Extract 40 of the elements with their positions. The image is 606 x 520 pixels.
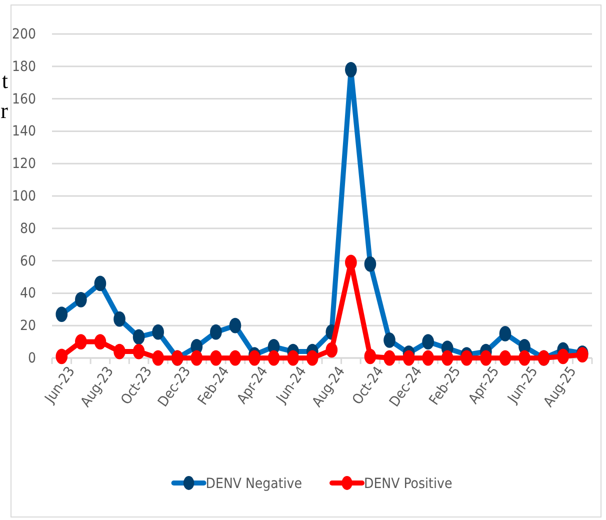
y-tick-label: 100 xyxy=(12,188,36,204)
y-tick-label: 140 xyxy=(12,124,36,140)
y-tick-label: 20 xyxy=(20,318,36,334)
y-tick-label: 200 xyxy=(12,26,36,42)
point xyxy=(345,254,357,270)
y-tick-label: 60 xyxy=(20,253,36,270)
y-tick-label: 0 xyxy=(28,350,36,366)
point xyxy=(422,350,434,366)
point xyxy=(518,350,530,366)
point xyxy=(114,344,126,360)
point xyxy=(402,350,415,366)
point xyxy=(326,342,338,358)
point xyxy=(480,350,492,366)
point xyxy=(557,348,569,364)
point xyxy=(190,350,203,366)
y-tick-label: 40 xyxy=(20,286,36,302)
point xyxy=(306,350,318,366)
point xyxy=(210,350,222,366)
point xyxy=(499,350,512,366)
legend-label: DENV Negative xyxy=(206,476,302,492)
point xyxy=(364,348,376,364)
point xyxy=(441,350,454,366)
point xyxy=(287,350,299,366)
point xyxy=(132,344,145,360)
point xyxy=(229,350,242,366)
text: r xyxy=(0,98,9,123)
point xyxy=(268,350,280,366)
point xyxy=(56,348,68,364)
point xyxy=(248,350,260,366)
legend-label: DENV Positive xyxy=(364,476,452,492)
y-tick-label: 160 xyxy=(12,91,36,108)
point xyxy=(94,334,106,350)
point xyxy=(75,334,87,350)
y-tick-label: 120 xyxy=(12,156,36,172)
point xyxy=(384,350,396,366)
y-tick-label: 80 xyxy=(20,220,36,237)
y-tick-label: 180 xyxy=(12,58,36,75)
point xyxy=(152,350,164,366)
point xyxy=(460,350,473,366)
text: t xyxy=(2,68,8,93)
